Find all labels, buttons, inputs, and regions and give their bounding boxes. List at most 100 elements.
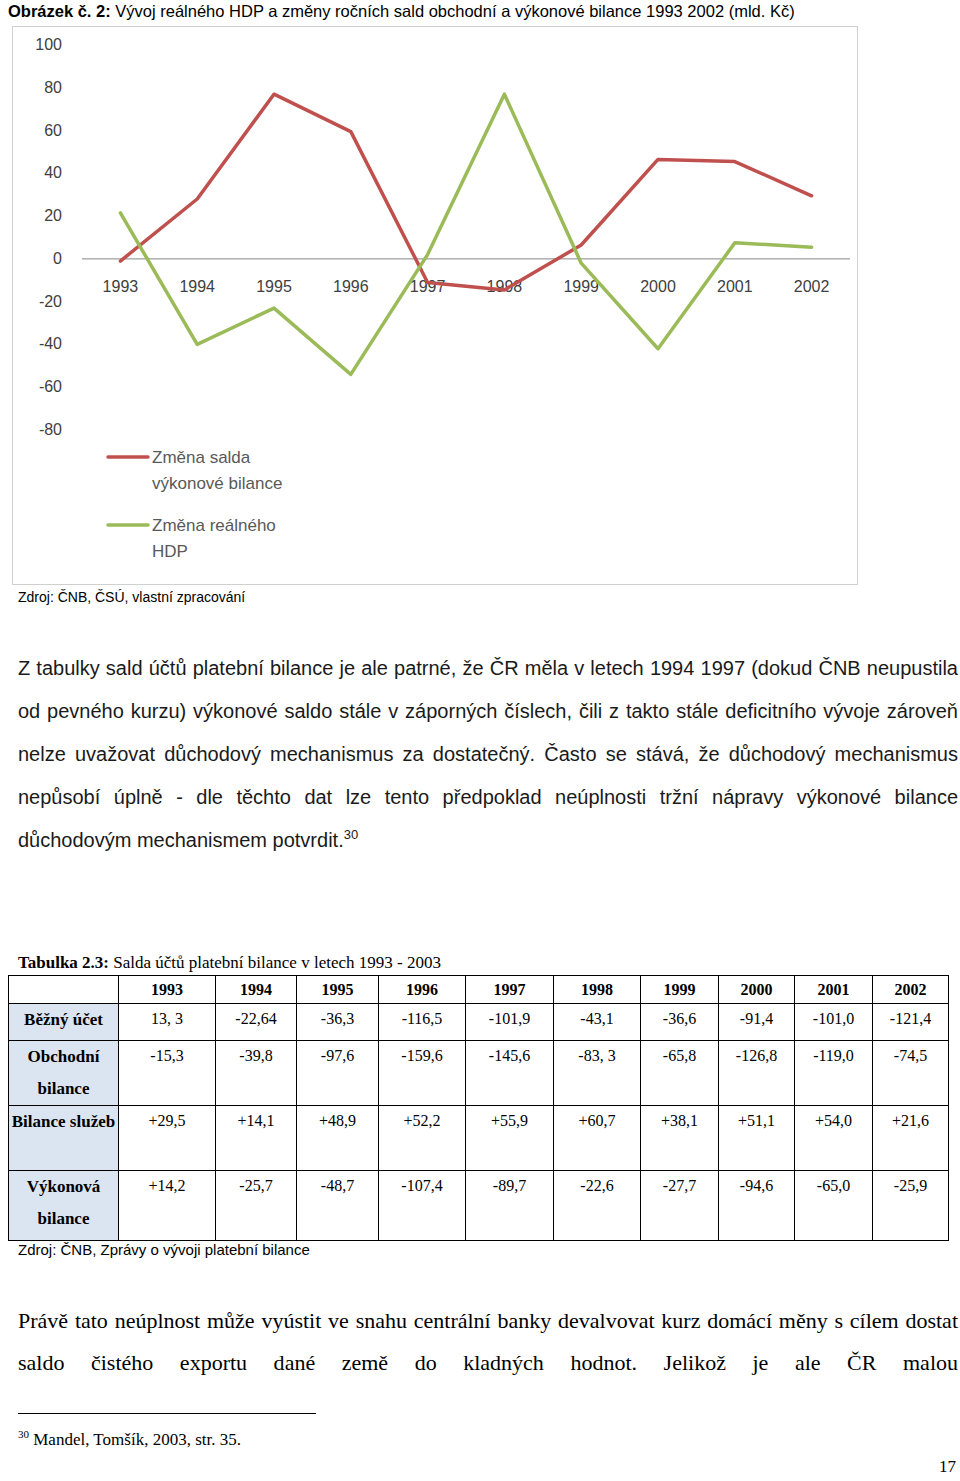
data-table: 1993199419951996199719981999200020012002… [8, 975, 949, 1241]
table-cell: +14,2 [119, 1171, 216, 1241]
table-header-cell: 2000 [719, 976, 795, 1004]
y-tick-label: 100 [35, 36, 62, 53]
paragraph-text: Právě tato neúplnost může vyústit ve sna… [18, 1308, 958, 1375]
table-cell: -39,8 [216, 1041, 297, 1106]
y-tick-label: -80 [39, 421, 62, 438]
x-tick-label: 2000 [640, 278, 676, 295]
x-tick-label: 1995 [256, 278, 292, 295]
legend-label: Změna saldavýkonové bilance [152, 448, 282, 493]
table-cell: -97,6 [297, 1041, 379, 1106]
table-source: Zdroj: ČNB, Zprávy o vývoji platební bil… [18, 1241, 310, 1258]
footnote-number: 30 [18, 1428, 29, 1440]
y-tick-label: -20 [39, 293, 62, 310]
figure-caption-text: Vývoj reálného HDP a změny ročních sald … [115, 2, 794, 20]
legend-swatch [108, 523, 148, 527]
table-header-cell: 2002 [873, 976, 949, 1004]
table-row: Běžný účet13, 3-22,64-36,3-116,5-101,9-4… [9, 1004, 949, 1041]
table-row: Výkonová bilance+14,2-25,7-48,7-107,4-89… [9, 1171, 949, 1241]
table-cell: -27,7 [641, 1171, 719, 1241]
table-cell: -119,0 [795, 1041, 873, 1106]
table-cell: +14,1 [216, 1106, 297, 1171]
x-tick-label: 1993 [103, 278, 139, 295]
table-body: 1993199419951996199719981999200020012002… [9, 976, 949, 1241]
legend-swatch [108, 455, 148, 459]
x-tick-label: 1998 [487, 278, 523, 295]
table-cell: +60,7 [554, 1106, 641, 1171]
table-row: Obchodní bilance-15,3-39,8-97,6-159,6-14… [9, 1041, 949, 1106]
table-row-label: Výkonová bilance [9, 1171, 119, 1241]
x-tick-label: 2002 [794, 278, 830, 295]
y-tick-label: -40 [39, 335, 62, 352]
legend-label: Změna reálnéhoHDP [152, 516, 276, 561]
chart: -80-60-40-200204060801001993199419951996… [0, 0, 960, 620]
table-header-cell: 1997 [466, 976, 554, 1004]
table-cell: +55,9 [466, 1106, 554, 1171]
table-cell: -43,1 [554, 1004, 641, 1041]
x-axis [82, 258, 850, 259]
table-cell: -36,6 [641, 1004, 719, 1041]
series-line [120, 94, 811, 374]
table-cell: 13, 3 [119, 1004, 216, 1041]
table-cell: -83, 3 [554, 1041, 641, 1106]
table-cell: -36,3 [297, 1004, 379, 1041]
table-cell: -15,3 [119, 1041, 216, 1106]
footnote-text: Mandel, Tomšík, 2003, str. 35. [33, 1430, 241, 1449]
table-header-cell: 1999 [641, 976, 719, 1004]
table-cell: +38,1 [641, 1106, 719, 1171]
table-caption: Tabulka 2.3: Salda účtů platební bilance… [18, 953, 441, 973]
x-tick-label: 2001 [717, 278, 753, 295]
table-cell: +48,9 [297, 1106, 379, 1171]
paragraph: Právě tato neúplnost může vyústit ve sna… [18, 1300, 958, 1384]
y-tick-label: 40 [44, 164, 62, 181]
y-tick-label: 0 [53, 250, 62, 267]
table-cell: -25,7 [216, 1171, 297, 1241]
table-cell: +52,2 [379, 1106, 466, 1171]
table-cell: -25,9 [873, 1171, 949, 1241]
table-cell: -101,9 [466, 1004, 554, 1041]
table-cell: -101,0 [795, 1004, 873, 1041]
x-tick-label: 1994 [179, 278, 215, 295]
table-cols [9, 976, 949, 1241]
table-cell: -48,7 [297, 1171, 379, 1241]
paragraph-text: Z tabulky sald účtů platební bilance je … [18, 657, 958, 851]
table-cell: -145,6 [466, 1041, 554, 1106]
table-cell: -89,7 [466, 1171, 554, 1241]
table-cell: -22,64 [216, 1004, 297, 1041]
figure-caption: Obrázek č. 2: Vývoj reálného HDP a změny… [8, 2, 795, 21]
table-header-cell: 1993 [119, 976, 216, 1004]
table-caption-text: Salda účtů platební bilance v letech 199… [113, 953, 441, 972]
series-line [120, 94, 811, 290]
table-cell: -94,6 [719, 1171, 795, 1241]
table-cell: -121,4 [873, 1004, 949, 1041]
chart-frame [13, 27, 858, 585]
table-cell: -126,8 [719, 1041, 795, 1106]
series-group [120, 94, 811, 374]
paragraph: Z tabulky sald účtů platební bilance je … [18, 647, 958, 862]
table-source-text: Zdroj: ČNB, Zprávy o vývoji platební bil… [18, 1241, 310, 1258]
table-cell: -107,4 [379, 1171, 466, 1241]
table-cell: -74,5 [873, 1041, 949, 1106]
y-tick-label: -60 [39, 378, 62, 395]
figure-source-text: Zdroj: ČNB, ČSÚ, vlastní zpracování [18, 589, 245, 605]
table-cell: -65,0 [795, 1171, 873, 1241]
table-cell: -159,6 [379, 1041, 466, 1106]
table-header-cell: 1995 [297, 976, 379, 1004]
table-row: Bilance služeb+29,5+14,1+48,9+52,2+55,9+… [9, 1106, 949, 1171]
footnote: 30 Mandel, Tomšík, 2003, str. 35. [18, 1428, 241, 1450]
footnote-ref: 30 [344, 827, 358, 842]
y-tick-label: 20 [44, 207, 62, 224]
page-number: 17 [939, 1457, 956, 1477]
table-row-label: Obchodní bilance [9, 1041, 119, 1106]
table-cell: +29,5 [119, 1106, 216, 1171]
figure-label: Obrázek č. 2: [8, 2, 111, 20]
table-cell: +54,0 [795, 1106, 873, 1171]
table-cell: -65,8 [641, 1041, 719, 1106]
table-label: Tabulka 2.3: [18, 953, 109, 972]
y-tick-label: 80 [44, 79, 62, 96]
x-tick-label: 1996 [333, 278, 369, 295]
table-cell: -91,4 [719, 1004, 795, 1041]
table-header-row: 1993199419951996199719981999200020012002 [9, 976, 949, 1004]
page-number-text: 17 [939, 1457, 956, 1476]
table-header-cell: 2001 [795, 976, 873, 1004]
footnote-rule [18, 1413, 316, 1414]
